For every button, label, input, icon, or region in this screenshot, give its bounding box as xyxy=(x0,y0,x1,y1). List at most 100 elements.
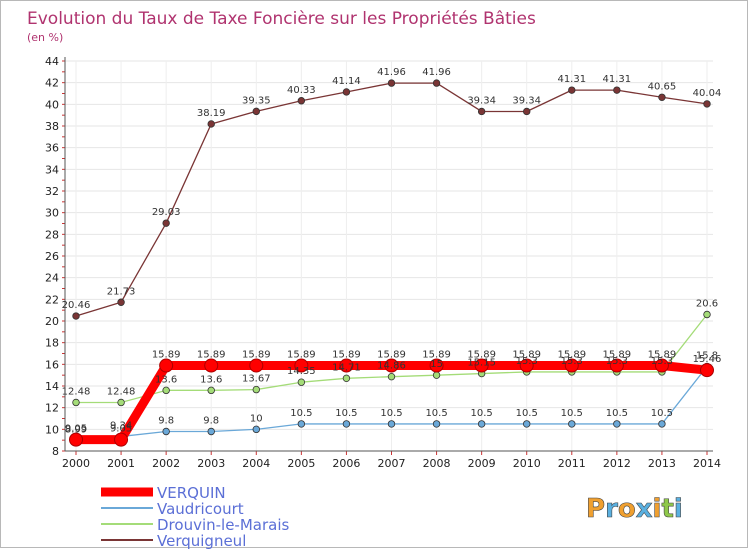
data-label-vaudricourt: 9.34 xyxy=(110,420,132,431)
data-label-vaudricourt: 10 xyxy=(250,413,263,424)
point-vaudricourt xyxy=(477,420,486,428)
y-tick-label: 32 xyxy=(45,185,59,198)
point-vaudricourt xyxy=(252,425,260,434)
data-label-drouvin-le-marais: 13.6 xyxy=(155,374,177,385)
data-label-drouvin-le-marais: 20.6 xyxy=(696,299,718,310)
point-verquigneul xyxy=(297,97,306,105)
data-label-verquigneul: 39.34 xyxy=(467,95,496,106)
data-label-vaudricourt: 10.5 xyxy=(425,408,447,419)
data-label-drouvin-le-marais: 12.48 xyxy=(107,386,136,397)
data-label-drouvin-le-marais: 13.6 xyxy=(200,374,222,385)
data-label-verquigneul: 29.03 xyxy=(152,207,181,218)
logo-letter: x xyxy=(636,494,653,524)
data-label-verquin: 15.89 xyxy=(557,350,586,361)
logo-letter: i xyxy=(653,494,662,524)
point-verquigneul xyxy=(252,107,260,116)
data-label-drouvin-le-marais: 14.86 xyxy=(377,361,406,372)
data-label-verquigneul: 41.31 xyxy=(557,74,586,85)
legend-label: VERQUIN xyxy=(157,484,226,502)
y-tick-label: 38 xyxy=(45,120,59,133)
point-verquin xyxy=(654,358,669,373)
point-verquin xyxy=(700,363,714,378)
point-vaudricourt xyxy=(523,420,531,428)
data-label-vaudricourt: 10.5 xyxy=(290,408,312,419)
data-label-drouvin-le-marais: 15.15 xyxy=(467,358,496,369)
data-label-verquigneul: 40.04 xyxy=(693,88,722,99)
data-label-verquin: 15.89 xyxy=(603,350,632,361)
x-tick-label: 2000 xyxy=(62,457,90,470)
y-tick-label: 30 xyxy=(45,207,59,220)
data-label-vaudricourt: 9.8 xyxy=(203,416,219,427)
point-vaudricourt xyxy=(658,420,666,428)
data-label-verquigneul: 41.31 xyxy=(603,74,632,85)
data-label-verquigneul: 20.46 xyxy=(62,300,91,311)
point-verquigneul xyxy=(658,93,666,101)
data-label-drouvin-le-marais: 14.35 xyxy=(287,366,316,377)
legend-label: Verquigneul xyxy=(157,532,246,550)
x-tick-label: 2008 xyxy=(423,457,451,470)
data-label-verquigneul: 38.19 xyxy=(197,108,226,119)
logo-letter: r xyxy=(605,494,618,524)
point-verquin xyxy=(564,358,579,373)
data-label-verquin: 15.89 xyxy=(287,350,316,361)
x-tick-label: 2009 xyxy=(468,457,496,470)
axis-layer: 8 10 12 14 16 18 20 22 24 26 28 30 32 34 36 38 40 42 44 200… xyxy=(45,55,721,470)
point-verquigneul xyxy=(613,86,621,94)
x-tick-label: 2013 xyxy=(648,457,676,470)
point-verquigneul xyxy=(162,219,170,227)
point-verquigneul xyxy=(477,107,486,116)
x-tick-label: 2006 xyxy=(332,457,360,470)
x-tick-label: 2010 xyxy=(513,457,541,470)
data-label-drouvin-le-marais: 14.71 xyxy=(332,362,361,373)
data-label-drouvin-le-marais: 13.67 xyxy=(242,374,271,385)
data-label-verquin: 15.46 xyxy=(693,354,722,365)
point-vaudricourt xyxy=(613,420,621,428)
data-label-verquin: 15.89 xyxy=(152,350,181,361)
point-verquin xyxy=(519,358,534,373)
data-label-verquin: 15.89 xyxy=(648,350,677,361)
point-verquin xyxy=(159,358,174,373)
point-drouvin-le-marais xyxy=(117,398,125,407)
point-verquin xyxy=(114,432,129,447)
point-vaudricourt xyxy=(432,420,441,428)
x-tick-label: 2007 xyxy=(378,457,406,470)
x-tick-label: 2004 xyxy=(242,457,270,470)
legend: VERQUINVaudricourtDrouvin-le-MaraisVerqu… xyxy=(101,484,290,550)
point-vaudricourt xyxy=(297,420,306,428)
point-drouvin-le-marais xyxy=(703,310,711,319)
grid-layer xyxy=(65,60,713,452)
series-layer xyxy=(69,79,714,447)
x-tick-label: 2014 xyxy=(693,457,721,470)
point-drouvin-le-marais xyxy=(387,372,396,381)
y-tick-label: 16 xyxy=(45,358,59,371)
point-verquigneul xyxy=(72,312,80,320)
point-verquin xyxy=(204,358,219,373)
point-drouvin-le-marais xyxy=(342,374,351,383)
data-label-vaudricourt: 15.8 xyxy=(696,351,718,362)
y-tick-label: 34 xyxy=(45,163,59,176)
point-verquigneul xyxy=(207,120,215,128)
data-label-drouvin-le-marais: 15.3 xyxy=(651,356,673,367)
x-tick-label: 2011 xyxy=(558,457,586,470)
data-label-verquigneul: 41.96 xyxy=(422,67,451,78)
data-label-verquin: 15.89 xyxy=(377,350,406,361)
data-label-drouvin-le-marais: 12.48 xyxy=(62,386,91,397)
data-label-drouvin-le-marais: 15.3 xyxy=(516,356,538,367)
data-label-verquigneul: 41.96 xyxy=(377,67,406,78)
x-tick-label: 2003 xyxy=(197,457,225,470)
point-drouvin-le-marais xyxy=(297,378,306,386)
point-verquin xyxy=(69,432,83,447)
point-verquigneul xyxy=(568,86,576,94)
point-vaudricourt xyxy=(207,427,215,436)
logo-letter: i xyxy=(674,494,683,524)
y-tick-label: 20 xyxy=(45,315,59,328)
data-label-verquigneul: 21.73 xyxy=(107,286,136,297)
point-vaudricourt xyxy=(387,420,396,428)
data-label-verquin: 15.89 xyxy=(197,350,226,361)
point-verquin xyxy=(474,358,489,373)
y-tick-label: 8 xyxy=(52,445,59,458)
point-vaudricourt xyxy=(568,420,576,428)
point-verquigneul xyxy=(342,88,351,96)
